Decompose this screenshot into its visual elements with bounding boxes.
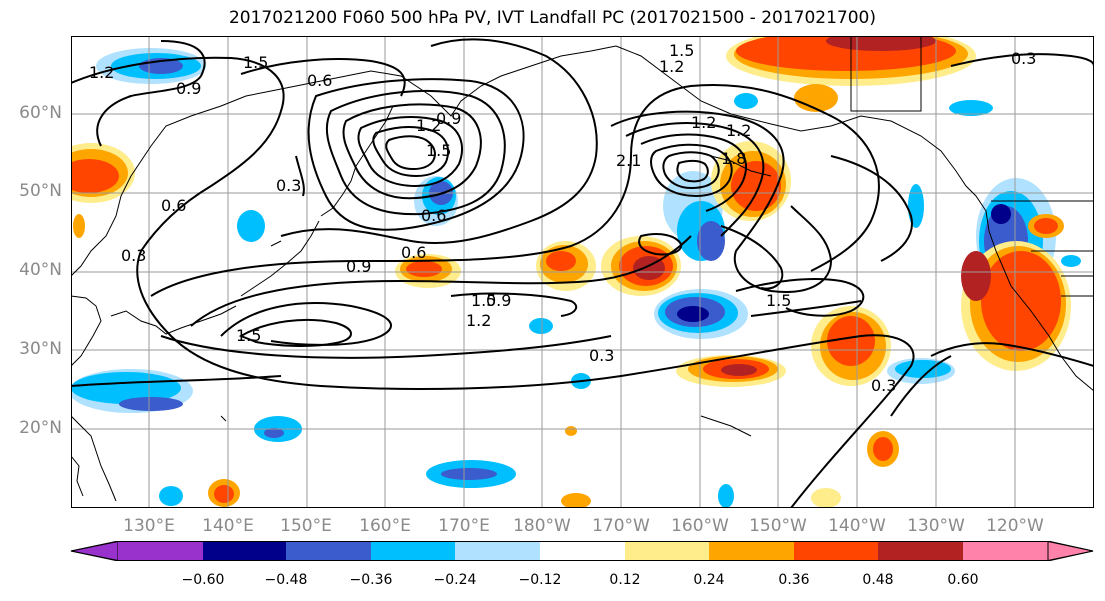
colorbar — [70, 541, 1094, 561]
contour-label: 0.3 — [1011, 49, 1036, 68]
contour-label: 0.6 — [421, 206, 446, 225]
colorbar-segment-10a — [963, 541, 1048, 561]
lon-label-150w: 150°W — [749, 516, 807, 536]
contour-label: 1.2 — [726, 121, 751, 140]
lon-label-180w: 180°W — [513, 516, 571, 536]
positive-anomalies — [71, 36, 1071, 508]
contour-label: 1.5 — [426, 141, 451, 160]
lon-label-160e: 160°E — [359, 516, 411, 536]
colorbar-segment-6 — [625, 541, 709, 561]
contour-label: 2.1 — [616, 151, 641, 170]
lon-label-150e: 150°E — [280, 516, 332, 536]
lat-label-30n: 30°N — [19, 339, 62, 359]
colorbar-tick: −0.24 — [433, 572, 477, 588]
colorbar-tick: 0.24 — [693, 572, 725, 588]
contour-label: 1.5 — [766, 291, 791, 310]
contour-label: 1.5 — [471, 291, 496, 310]
contour-label: 1.5 — [243, 53, 268, 72]
contour-label: 1.2 — [659, 57, 684, 76]
lon-label-170e: 170°E — [438, 516, 490, 536]
colorbar-segment-7 — [709, 541, 794, 561]
lon-label-140w: 140°W — [828, 516, 886, 536]
contour-label: 1.2 — [691, 113, 716, 132]
coastlines — [71, 36, 1094, 502]
colorbar-segment-3 — [371, 541, 455, 561]
colorbar-tick: −0.60 — [181, 572, 225, 588]
colorbar-tick: −0.48 — [264, 572, 308, 588]
map-frame — [71, 36, 1094, 508]
contour-label: 0.6 — [401, 243, 426, 262]
contour-label: 0.3 — [121, 246, 146, 265]
contour-label: 1.5 — [236, 326, 261, 345]
contour-labels: 1.2 0.9 1.5 0.6 1.5 1.2 0.9 0.3 0.6 0.3 … — [89, 41, 1036, 395]
lon-label-140e: 140°E — [202, 516, 254, 536]
gridlines — [71, 36, 1094, 508]
lon-label-130e: 130°E — [123, 516, 175, 536]
map-title: 2017021200 F060 500 hPa PV, IVT Landfall… — [228, 8, 876, 28]
ivt-shading — [71, 36, 1081, 508]
colorbar-segment-8 — [794, 541, 878, 561]
pv-contours — [71, 38, 1094, 508]
colorbar-segment-0 — [70, 541, 119, 561]
lat-label-60n: 60°N — [19, 103, 62, 123]
contour-label: 1.8 — [721, 149, 746, 168]
map-panel: 1.2 0.9 1.5 0.6 1.5 1.2 0.9 0.3 0.6 0.3 … — [71, 36, 1094, 508]
colorbar-segment-4 — [455, 541, 540, 561]
colorbar-tick: 0.48 — [862, 572, 894, 588]
colorbar-frame — [70, 541, 1094, 561]
colorbar-segment-5 — [540, 541, 625, 561]
contour-label: 0.6 — [307, 71, 332, 90]
colorbar-tick: 0.12 — [609, 572, 641, 588]
contour-label: 0.3 — [276, 176, 301, 195]
contour-label: 1.2 — [466, 311, 491, 330]
colorbar-tick: −0.36 — [349, 572, 393, 588]
contour-label: 0.3 — [589, 346, 614, 365]
contour-label: 1.5 — [669, 41, 694, 60]
lon-label-130w: 130°W — [907, 516, 965, 536]
colorbar-segment-2 — [286, 541, 371, 561]
colorbar-tick: 0.36 — [778, 572, 810, 588]
colorbar-tick: −0.12 — [518, 572, 562, 588]
lat-label-50n: 50°N — [19, 181, 62, 201]
lat-label-20n: 20°N — [19, 418, 62, 438]
contour-label: 0.9 — [346, 257, 371, 276]
colorbar-tick: 0.60 — [947, 572, 979, 588]
lon-label-170w: 170°W — [592, 516, 650, 536]
colorbar-segment-0b — [118, 541, 203, 561]
contour-label: 0.9 — [486, 291, 511, 310]
lat-label-40n: 40°N — [19, 260, 62, 280]
contour-label: 0.9 — [436, 109, 461, 128]
contour-label: 1.2 — [416, 116, 441, 135]
colorbar-segment-10 — [1047, 541, 1094, 561]
lon-label-160w: 160°W — [671, 516, 729, 536]
lon-label-120w: 120°W — [986, 516, 1044, 536]
contour-label: 1.2 — [89, 63, 114, 82]
contour-label: 0.9 — [176, 79, 201, 98]
colorbar-segment-1 — [203, 541, 286, 561]
colorbar-segment-9 — [878, 541, 963, 561]
contour-label: 0.3 — [871, 376, 896, 395]
contour-label: 0.6 — [161, 196, 186, 215]
